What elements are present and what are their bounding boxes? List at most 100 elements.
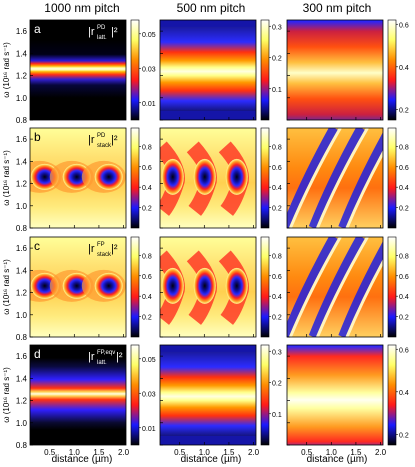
x-tick-label: 1.0 — [199, 448, 211, 457]
panel-r3-c3: 0.2 0.4 0.6 0.8 — [286, 236, 409, 338]
colorbar-tick-label: 0.2 — [142, 315, 152, 322]
panel-r2-c3: 0.2 0.4 0.6 0.8 — [286, 127, 409, 229]
colorbar-tick-label: 0.2 — [272, 381, 282, 388]
resonance-band — [287, 345, 383, 445]
panel-r1-c3: 0.2 0.4 0.6 — [286, 19, 409, 121]
colorbar-tick-label: 0.4 — [142, 294, 152, 301]
y-axis-label-row3: ω (10¹⁶ rad s⁻¹) — [2, 259, 11, 315]
colorbar: 0.2 0.4 0.6 0.8 — [387, 127, 409, 229]
panel-frame — [286, 236, 384, 338]
heatmap-image — [287, 20, 383, 120]
heatmap-panels: 0.81.01.21.41.60.010.030.050.10.20.30.20… — [16, 19, 409, 457]
y-tick-label: 1.4 — [16, 157, 28, 166]
y-tick-label: 1.6 — [16, 135, 28, 144]
svg-text:FP: FP — [97, 242, 105, 248]
panel-r1-c2: 0.1 0.2 0.3 — [159, 19, 282, 121]
panel-frame — [29, 344, 127, 446]
svg-text:latt.: latt. — [97, 360, 107, 366]
y-tick-label: 1.4 — [16, 49, 28, 58]
colorbar-tick-label: 0.1 — [272, 87, 282, 94]
resonance-spot — [94, 163, 123, 190]
colorbar: 0.01 0.03 0.05 — [130, 19, 156, 121]
y-tick-label: 1.4 — [16, 374, 28, 383]
x-tick-label: 2.0 — [375, 448, 387, 457]
panel-r1-c1: 0.8 1.0 1.2 1.4 1.6 0.01 0.03 0.05 — [16, 19, 156, 125]
y-tick-label: 0.8 — [16, 224, 28, 233]
panel-frame — [159, 236, 257, 338]
y-tick-label: 0.8 — [16, 333, 28, 342]
resonance-spot — [94, 272, 123, 299]
y-axis-label-row1: ω (10¹⁶ rad s⁻¹) — [2, 42, 11, 98]
colorbar-tick-label: 0.4 — [272, 294, 282, 301]
colorbar-tick-label: 0.8 — [272, 144, 282, 151]
svg-text:|²: |² — [111, 26, 118, 38]
x-tick-label: 2.0 — [118, 448, 130, 457]
panel-r4-c2: 0.5 1.0 1.5 2.0 0.1 0.2 0.3 — [159, 344, 282, 457]
quantity-label-b: |r PD stack |² — [88, 133, 118, 149]
resonance-band — [30, 357, 126, 430]
y-tick-label: 1.2 — [16, 397, 28, 406]
quantity-label-c: |r FP stack |² — [88, 242, 118, 258]
resonance-band — [160, 26, 256, 111]
colorbar-tick-label: 0.6 — [399, 347, 409, 354]
panel-frame — [159, 344, 257, 446]
colorbar-tick-label: 0.8 — [399, 144, 409, 151]
row-label-d: d — [34, 347, 41, 361]
resonance-band — [160, 351, 256, 436]
y-axis-label-row2: ω (10¹⁶ rad s⁻¹) — [2, 150, 11, 206]
colorbar: 0.2 0.4 0.6 0.8 — [387, 236, 409, 338]
column-title-300nm: 300 nm pitch — [303, 1, 372, 15]
panel-frame — [286, 127, 384, 229]
heatmap-image — [160, 345, 256, 445]
heatmap-image — [30, 237, 126, 337]
svg-text:latt.: latt. — [97, 35, 107, 41]
colorbar-tick-label: 0.01 — [142, 101, 156, 108]
colorbar-tick-label: 0.4 — [142, 185, 152, 192]
colorbar-tick-label: 0.3 — [272, 349, 282, 356]
x-tick-label: 0.5 — [174, 448, 186, 457]
svg-text:FP,eqv: FP,eqv — [97, 350, 115, 356]
x-axis-label-col1: distance (µm) — [52, 454, 113, 465]
colorbar: 0.2 0.4 0.6 0.8 — [130, 236, 152, 338]
colorbar: 0.1 0.2 0.3 — [260, 344, 282, 446]
svg-text:|r: |r — [88, 243, 95, 255]
panel-r4-c3: 0.5 1.0 1.5 2.0 0.2 0.4 0.6 — [286, 344, 409, 457]
colorbar-tick-label: 0.03 — [142, 66, 156, 73]
colorbar-tick-label: 0.4 — [399, 390, 409, 397]
heatmap-image — [30, 345, 126, 445]
panel-r3-c2: 0.2 0.4 0.6 0.8 — [159, 236, 282, 338]
heatmap-image — [287, 345, 383, 445]
y-tick-label: 1.6 — [16, 352, 28, 361]
svg-text:|r: |r — [88, 134, 95, 146]
colorbar-tick-label: 0.2 — [272, 206, 282, 213]
colorbar-tick-label: 0.6 — [399, 22, 409, 29]
y-tick-label: 1.0 — [16, 419, 28, 428]
colorbar-tick-label: 0.6 — [272, 274, 282, 281]
resonance-band — [287, 20, 383, 120]
colorbar-tick-label: 0.2 — [272, 315, 282, 322]
heatmap-image — [287, 237, 383, 337]
panel-r3-c1: 0.8 1.0 1.2 1.4 1.6 0.2 0.4 0.6 0.8 — [16, 236, 152, 342]
row-label-a: a — [34, 22, 41, 36]
svg-text:|²: |² — [111, 134, 118, 146]
colorbar-tick-label: 0.2 — [399, 206, 409, 213]
quantity-label-d: |r FP,eqv latt. |² — [88, 350, 123, 366]
resonance-spot — [225, 158, 248, 195]
colorbar-tick-label: 0.4 — [399, 294, 409, 301]
heatmap-image — [160, 20, 256, 120]
panel-frame — [286, 344, 384, 446]
colorbar-tick-label: 0.2 — [399, 432, 409, 439]
colorbar-tick-label: 0.01 — [142, 426, 156, 433]
resonance-spot — [161, 158, 184, 195]
panel-frame — [29, 127, 127, 229]
y-tick-label: 1.2 — [16, 289, 28, 298]
heatmap-image — [30, 128, 126, 228]
svg-text:|²: |² — [116, 351, 123, 363]
colorbar-tick-label: 0.6 — [272, 165, 282, 172]
x-tick-label: 2.0 — [248, 448, 260, 457]
colorbar-tick-label: 0.4 — [399, 65, 409, 72]
colorbar-tick-label: 0.05 — [142, 357, 156, 364]
colorbar-tick-label: 0.2 — [142, 206, 152, 213]
colorbar-tick-label: 0.8 — [272, 253, 282, 260]
